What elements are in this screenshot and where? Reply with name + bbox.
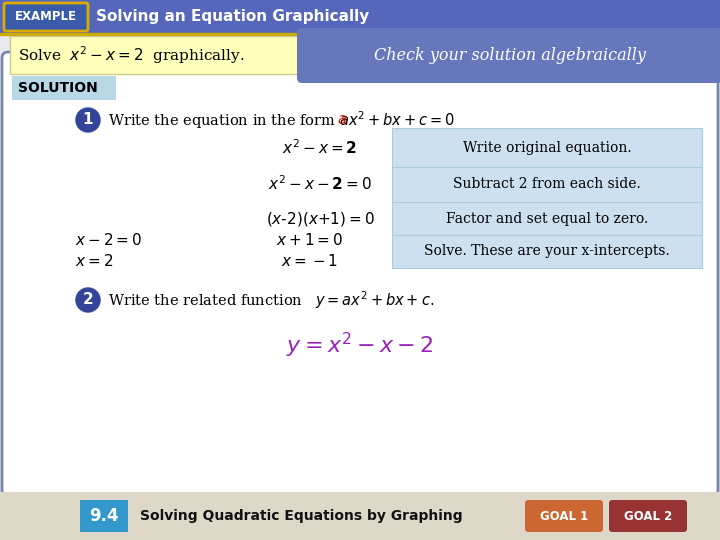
Bar: [0, 492, 720, 540]
Text: Solve  $x^2 - x = 2$  graphically.: Solve $x^2 - x = 2$ graphically.: [18, 44, 245, 66]
FancyBboxPatch shape: [0, 0, 580, 33]
Text: $\mathit{a}$: $\mathit{a}$: [337, 112, 347, 127]
Text: Solve. These are your x-intercepts.: Solve. These are your x-intercepts.: [424, 244, 670, 258]
Text: $x = -1$: $x = -1$: [282, 253, 338, 269]
Text: $x^2 - x - \mathbf{2} = 0$: $x^2 - x - \mathbf{2} = 0$: [268, 174, 372, 193]
FancyBboxPatch shape: [609, 500, 687, 532]
Text: $(x\text{-}2)(x\text{+}1){=}0$: $(x\text{-}2)(x\text{+}1){=}0$: [266, 210, 374, 228]
Text: $y = x^2 - x - 2$: $y = x^2 - x - 2$: [287, 330, 433, 360]
Text: Write original equation.: Write original equation.: [463, 141, 631, 155]
Text: $x - 2 = 0$: $x - 2 = 0$: [75, 232, 142, 248]
Text: $x = 2$: $x = 2$: [75, 253, 113, 269]
FancyBboxPatch shape: [12, 76, 116, 100]
FancyBboxPatch shape: [392, 128, 702, 268]
FancyBboxPatch shape: [297, 28, 720, 83]
Circle shape: [76, 288, 100, 312]
Text: GOAL 1: GOAL 1: [540, 510, 588, 523]
FancyBboxPatch shape: [2, 52, 718, 496]
Text: 9.4: 9.4: [89, 507, 119, 525]
Text: GOAL 2: GOAL 2: [624, 510, 672, 523]
Text: Check your solution algebraically: Check your solution algebraically: [374, 48, 646, 64]
Text: Solving Quadratic Equations by Graphing: Solving Quadratic Equations by Graphing: [140, 509, 463, 523]
FancyBboxPatch shape: [80, 500, 128, 532]
Text: $x + 1 = 0$: $x + 1 = 0$: [276, 232, 343, 248]
Text: Factor and set equal to zero.: Factor and set equal to zero.: [446, 212, 648, 226]
Text: $x^2 - x = \mathbf{2}$: $x^2 - x = \mathbf{2}$: [282, 139, 358, 157]
Text: 1: 1: [83, 112, 94, 127]
Text: SOLUTION: SOLUTION: [18, 81, 98, 95]
Text: Solving an Equation Graphically: Solving an Equation Graphically: [96, 10, 369, 24]
Text: Write the related function   $\mathit{y} = \mathit{ax}^2 + \mathit{bx} + \mathit: Write the related function $\mathit{y} =…: [108, 289, 434, 311]
Bar: [0, 0, 720, 32]
Text: Write the equation in the form $\mathit{ax}^2 + \mathit{bx} + \mathit{c} = 0$: Write the equation in the form $\mathit{…: [108, 109, 454, 131]
Text: Subtract 2 from each side.: Subtract 2 from each side.: [453, 177, 641, 191]
FancyBboxPatch shape: [525, 500, 603, 532]
Text: EXAMPLE: EXAMPLE: [15, 10, 77, 24]
Circle shape: [76, 108, 100, 132]
Text: 2: 2: [83, 293, 94, 307]
FancyBboxPatch shape: [4, 3, 88, 31]
FancyBboxPatch shape: [10, 36, 300, 74]
